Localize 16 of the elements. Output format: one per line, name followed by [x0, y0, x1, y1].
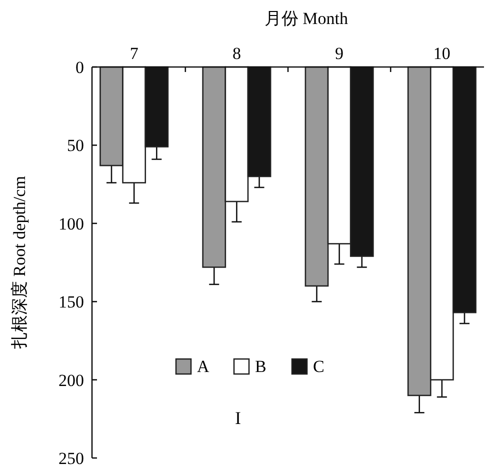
x-tick-label: 10 [433, 44, 450, 63]
annotation: I [235, 408, 241, 428]
x-tick-label: 9 [335, 44, 344, 63]
legend-label: A [197, 356, 210, 376]
y-tick-label: 200 [58, 370, 84, 390]
y-tick-label: 100 [58, 214, 84, 234]
x-tick-label: 7 [130, 44, 139, 63]
x-tick-label: 8 [232, 44, 241, 63]
y-tick-label: 50 [67, 136, 84, 156]
y-tick-label: 0 [76, 58, 84, 77]
x-axis-title: 月份 Month [264, 9, 348, 28]
y-tick-label: 250 [58, 448, 84, 467]
y-axis-title: 扎根深度 Root depth/cm [10, 176, 29, 349]
y-tick-label: 150 [58, 292, 84, 312]
legend-label: C [313, 356, 324, 376]
legend-label: B [255, 356, 266, 376]
